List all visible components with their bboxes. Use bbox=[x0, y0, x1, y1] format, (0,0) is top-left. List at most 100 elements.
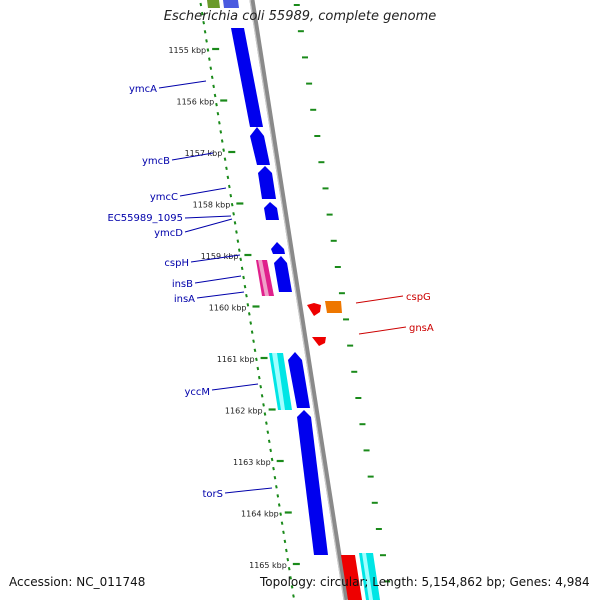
gene-block-green[interactable] bbox=[207, 0, 220, 8]
kbp-tick-marks: 1155 kbp 1156 kbp 1157 kbp 1158 kbp 1159 kbp… bbox=[168, 46, 300, 570]
label-ymcC[interactable]: ymcC bbox=[150, 192, 178, 203]
track-dot bbox=[213, 93, 217, 98]
track-dot bbox=[257, 375, 261, 380]
track-dot bbox=[286, 557, 290, 562]
label-ymcD[interactable]: ymcD bbox=[154, 228, 183, 239]
track-dot bbox=[222, 148, 225, 152]
label-cspG[interactable]: cspG bbox=[406, 292, 431, 303]
track-dot bbox=[240, 266, 244, 271]
track-dot bbox=[220, 139, 224, 143]
accession-label: Accession: NC_011748 bbox=[9, 575, 146, 589]
track-dot bbox=[260, 394, 264, 398]
track-dot bbox=[247, 312, 251, 316]
gene-labels-right: cspG gnsA bbox=[355, 292, 434, 335]
label-insB[interactable]: insB bbox=[172, 279, 193, 290]
kbp-label: 1164 kbp bbox=[241, 510, 279, 519]
track-dot bbox=[266, 430, 270, 434]
track-dot bbox=[287, 566, 291, 571]
track-dot bbox=[289, 576, 292, 580]
kbp-label: 1165 kbp bbox=[249, 561, 287, 570]
gene-gnsA[interactable] bbox=[312, 337, 326, 346]
label-ymcB[interactable]: ymcB bbox=[142, 156, 170, 167]
track-dot bbox=[233, 221, 237, 225]
track-dot bbox=[229, 193, 233, 198]
gene-yccM-highlight bbox=[272, 353, 285, 410]
label-ymcA[interactable]: ymcA bbox=[129, 84, 157, 95]
inner-dotted-track bbox=[293, 4, 391, 583]
label-insA[interactable]: insA bbox=[174, 294, 195, 305]
track-dot bbox=[205, 39, 208, 43]
track-dot bbox=[272, 466, 275, 471]
track-dot bbox=[200, 11, 204, 16]
track-dot bbox=[259, 384, 263, 389]
track-dot bbox=[225, 166, 228, 171]
track-dot bbox=[232, 212, 235, 216]
track-dot bbox=[246, 303, 250, 307]
track-dot bbox=[270, 457, 274, 462]
track-dot bbox=[226, 175, 230, 180]
gene-cspH[interactable] bbox=[271, 242, 285, 254]
track-dot bbox=[235, 230, 238, 234]
track-dot bbox=[277, 503, 281, 507]
outer-dotted-track bbox=[199, 2, 295, 598]
track-dot bbox=[279, 512, 282, 516]
kbp-label: 1159 kbp bbox=[201, 252, 239, 261]
track-dot bbox=[239, 257, 243, 262]
label-yccM[interactable]: yccM bbox=[184, 387, 210, 398]
page-title: Escherichia coli 55989, complete genome bbox=[163, 9, 437, 24]
track-dot bbox=[263, 412, 267, 416]
track-dot bbox=[228, 184, 231, 189]
track-dot bbox=[203, 30, 207, 34]
genome-backbone-highlight bbox=[249, 0, 345, 600]
track-dot bbox=[243, 284, 247, 289]
kbp-label: 1158 kbp bbox=[193, 201, 231, 210]
gene-ymcA[interactable] bbox=[231, 28, 263, 127]
track-dot bbox=[250, 330, 254, 334]
track-dot bbox=[282, 530, 285, 535]
gene-labels-left: ymcA ymcB ymcC EC55989_1095 ymcD cspH in… bbox=[107, 80, 273, 500]
label-gnsA[interactable]: gnsA bbox=[409, 323, 434, 334]
track-dot bbox=[292, 594, 295, 598]
genome-backbone bbox=[249, 0, 349, 600]
kbp-label: 1160 kbp bbox=[209, 304, 247, 313]
track-dot bbox=[242, 275, 245, 280]
kbp-label: 1163 kbp bbox=[233, 458, 271, 467]
gene-cspG[interactable] bbox=[325, 301, 342, 313]
gene-block-bottom-red[interactable] bbox=[341, 555, 362, 600]
gene-ymcC[interactable] bbox=[258, 166, 276, 199]
gene-block-bottom-cyan-highlight bbox=[362, 553, 373, 600]
track-dot bbox=[249, 321, 253, 325]
track-dot bbox=[265, 421, 268, 425]
gene-ymcB[interactable] bbox=[250, 127, 270, 165]
topology-label: Topology: circular; Length: 5,154,862 bp… bbox=[260, 575, 590, 589]
track-dot bbox=[245, 293, 248, 298]
track-dot bbox=[290, 585, 294, 589]
track-dot bbox=[237, 248, 241, 252]
track-dot bbox=[208, 57, 211, 61]
gene-insA-right[interactable] bbox=[274, 256, 292, 292]
track-dot bbox=[269, 448, 273, 453]
track-dot bbox=[283, 539, 287, 544]
gene-EC55989_1095[interactable] bbox=[264, 202, 279, 220]
track-dot bbox=[199, 2, 203, 7]
track-dot bbox=[215, 102, 218, 107]
track-dot bbox=[276, 494, 280, 498]
track-dot bbox=[212, 84, 215, 89]
label-cspH[interactable]: cspH bbox=[164, 258, 189, 269]
kbp-label: 1161 kbp bbox=[217, 355, 255, 364]
track-dot bbox=[255, 357, 258, 362]
gene-unnamed-red[interactable] bbox=[307, 303, 321, 316]
track-dot bbox=[218, 121, 221, 125]
track-dot bbox=[230, 202, 234, 207]
label-EC55989_1095[interactable]: EC55989_1095 bbox=[107, 213, 183, 224]
track-dot bbox=[273, 475, 277, 480]
kbp-label: 1162 kbp bbox=[225, 407, 263, 416]
gene-yccM-right[interactable] bbox=[288, 352, 310, 408]
label-torS[interactable]: torS bbox=[203, 489, 224, 500]
track-dot bbox=[206, 48, 210, 52]
gene-torS[interactable] bbox=[297, 410, 328, 555]
gene-block-top-blue[interactable] bbox=[223, 0, 239, 8]
kbp-label: 1156 kbp bbox=[177, 98, 215, 107]
track-dot bbox=[219, 130, 223, 134]
